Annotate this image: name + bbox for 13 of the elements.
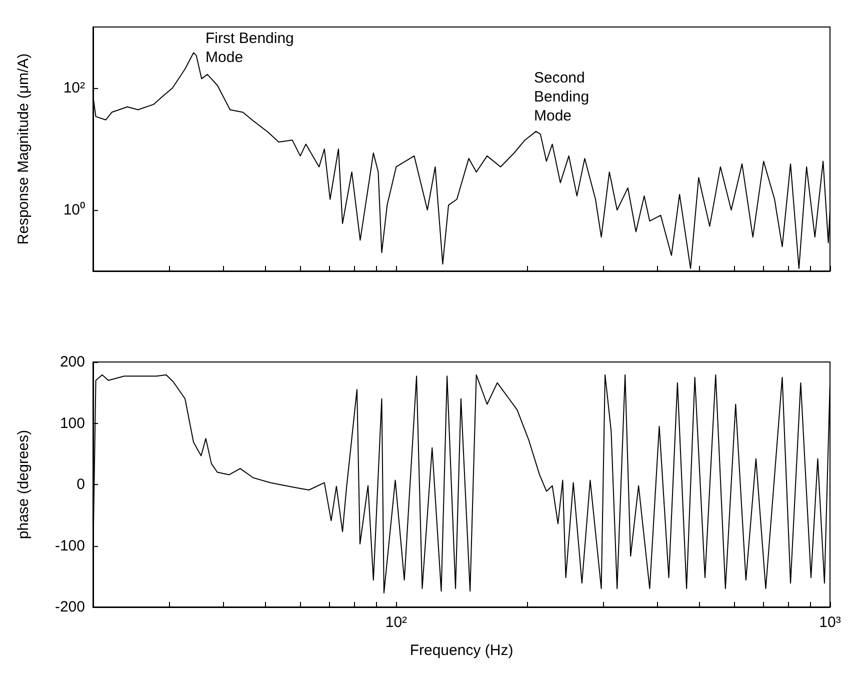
y-tick-label: 100	[60, 414, 85, 432]
annotation: First Bending Mode	[206, 30, 294, 66]
y-tick-label: 10⁰	[63, 202, 85, 218]
annotation: Second Bending Mode	[534, 69, 590, 124]
y-tick-label: -100	[54, 537, 85, 554]
y-axis-title: Response Magnitude (μm/A)	[15, 53, 32, 245]
y-axis-title: phase (degrees)	[15, 430, 32, 540]
y-tick-label: 10²	[63, 80, 85, 96]
y-tick-label: -200	[54, 598, 85, 616]
y-tick-label: 0	[76, 476, 85, 493]
y-tick-label: 200	[60, 354, 85, 370]
x-tick-label: 10³	[819, 614, 841, 631]
x-axis-title: Frequency (Hz)	[410, 642, 514, 659]
